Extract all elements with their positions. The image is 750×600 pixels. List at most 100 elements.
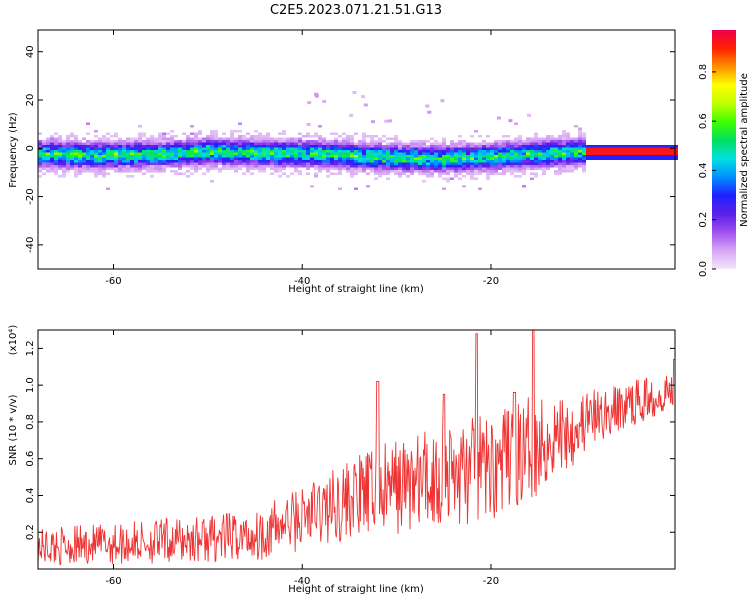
heatmap-cell bbox=[490, 157, 494, 160]
heatmap-cell bbox=[546, 145, 550, 148]
heatmap-cell bbox=[390, 165, 394, 168]
heatmap-cell bbox=[562, 155, 566, 158]
heatmap-cell bbox=[458, 160, 462, 163]
heatmap-cell bbox=[158, 152, 162, 155]
heatmap-cell bbox=[102, 162, 106, 165]
heatmap-cell bbox=[546, 147, 550, 150]
heatmap-cell bbox=[58, 152, 62, 155]
heatmap-cell bbox=[190, 150, 194, 153]
heatmap-cell bbox=[322, 147, 326, 150]
heatmap-cell bbox=[106, 162, 110, 165]
heatmap-cell bbox=[226, 150, 230, 153]
heatmap-cell bbox=[342, 147, 346, 150]
heatmap-cell bbox=[646, 152, 650, 155]
heatmap-cell bbox=[70, 157, 74, 160]
heatmap-cell bbox=[496, 116, 501, 120]
heatmap-cell bbox=[454, 145, 458, 148]
heatmap-cell bbox=[394, 145, 398, 148]
heatmap-cell bbox=[578, 147, 582, 150]
heatmap-cell bbox=[118, 142, 122, 145]
heatmap-cell bbox=[506, 157, 510, 160]
heatmap-cell bbox=[130, 160, 134, 163]
heatmap-cell bbox=[546, 160, 550, 163]
heatmap-cell bbox=[550, 142, 554, 145]
heatmap-cell bbox=[186, 165, 190, 168]
heatmap-cell bbox=[570, 157, 574, 160]
heatmap-cell bbox=[58, 135, 62, 138]
heatmap-cell bbox=[86, 150, 90, 153]
heatmap-cell bbox=[286, 157, 290, 160]
heatmap-cell bbox=[198, 160, 202, 163]
heatmap-cell bbox=[74, 137, 78, 140]
heatmap-cell bbox=[222, 132, 226, 135]
heatmap-cell bbox=[246, 145, 250, 148]
heatmap-cell bbox=[498, 142, 502, 145]
heatmap-cell bbox=[346, 155, 350, 158]
heatmap-cell bbox=[70, 145, 74, 148]
heatmap-cell bbox=[146, 167, 150, 170]
heatmap-cell bbox=[578, 155, 582, 158]
heatmap-cell bbox=[170, 162, 174, 165]
heatmap-cell bbox=[626, 155, 630, 158]
heatmap-cell bbox=[350, 155, 354, 158]
heatmap-cell bbox=[258, 137, 262, 140]
heatmap-cell bbox=[158, 132, 162, 135]
heatmap-cell bbox=[490, 165, 494, 168]
heatmap-cell bbox=[54, 145, 58, 148]
y-tick-label: -40 bbox=[25, 237, 36, 253]
heatmap-cell bbox=[570, 152, 574, 155]
heatmap-cell bbox=[510, 150, 514, 153]
snr-axes: -60 -40 -200.20.40.60.81.01.2 bbox=[25, 330, 675, 587]
heatmap-cell bbox=[574, 152, 578, 155]
heatmap-cell bbox=[406, 152, 410, 155]
heatmap-cell bbox=[106, 152, 110, 155]
heatmap-cell bbox=[538, 160, 542, 163]
heatmap-cell bbox=[222, 152, 226, 155]
heatmap-cell bbox=[310, 152, 314, 155]
heatmap-cell bbox=[242, 150, 246, 153]
heatmap-cell bbox=[442, 162, 446, 165]
heatmap-cell bbox=[266, 140, 270, 143]
heatmap-cell bbox=[518, 165, 522, 168]
heatmap-cell bbox=[138, 137, 142, 140]
heatmap-cell bbox=[38, 160, 42, 163]
heatmap-cell bbox=[462, 140, 466, 143]
heatmap-cell bbox=[514, 147, 518, 150]
heatmap-cell bbox=[454, 157, 458, 160]
heatmap-cell bbox=[198, 137, 202, 140]
heatmap-cell bbox=[406, 155, 410, 158]
heatmap-cell bbox=[398, 145, 402, 148]
heatmap-cell bbox=[606, 147, 610, 150]
heatmap-cell bbox=[370, 137, 374, 140]
heatmap-cell bbox=[154, 167, 158, 170]
heatmap-cell bbox=[178, 145, 182, 148]
heatmap-cell bbox=[482, 167, 486, 170]
heatmap-cell bbox=[282, 157, 286, 160]
heatmap-cell bbox=[90, 155, 94, 158]
heatmap-cell bbox=[558, 140, 562, 143]
heatmap-cell bbox=[318, 137, 322, 140]
heatmap-cell bbox=[58, 167, 62, 170]
heatmap-cell bbox=[426, 140, 430, 143]
heatmap-cell bbox=[98, 167, 102, 170]
heatmap-cell bbox=[262, 140, 266, 143]
heatmap-cell bbox=[198, 155, 202, 158]
heatmap-cell bbox=[190, 137, 194, 140]
heatmap-cell bbox=[270, 155, 274, 158]
heatmap-cell bbox=[450, 157, 454, 160]
heatmap-cell bbox=[474, 157, 478, 160]
y-tick-label: -20 bbox=[25, 188, 36, 204]
heatmap-cell bbox=[546, 152, 550, 155]
heatmap-cell bbox=[546, 137, 550, 140]
heatmap-cell bbox=[358, 152, 362, 155]
heatmap-cell bbox=[446, 160, 450, 163]
heatmap-cell bbox=[222, 160, 226, 163]
heatmap-cell bbox=[518, 140, 522, 143]
heatmap-cell bbox=[358, 165, 362, 168]
heatmap-cell bbox=[522, 167, 526, 170]
heatmap-cell bbox=[478, 160, 482, 163]
heatmap-cell bbox=[234, 137, 238, 140]
heatmap-cell bbox=[106, 167, 110, 170]
heatmap-cell bbox=[230, 132, 234, 135]
heatmap-cell bbox=[142, 150, 146, 153]
